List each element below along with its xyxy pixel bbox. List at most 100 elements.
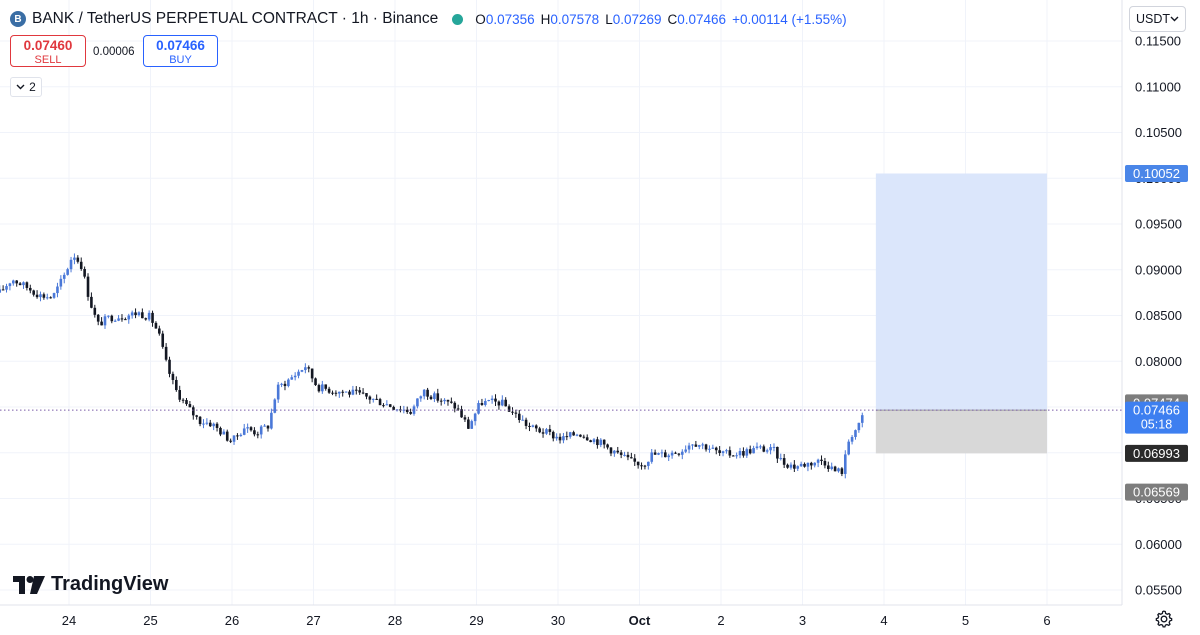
candle <box>453 401 457 413</box>
candle-body <box>419 396 423 399</box>
candle <box>568 431 572 439</box>
candle-body <box>161 333 165 347</box>
candle <box>219 426 222 437</box>
candle-body <box>568 432 572 437</box>
candle <box>443 398 446 405</box>
candle <box>623 451 626 457</box>
indicators-toggle-button[interactable]: 2 <box>10 77 42 97</box>
candle <box>141 308 144 319</box>
candle <box>137 311 141 317</box>
bank-coin-icon[interactable]: B <box>10 11 26 27</box>
candle <box>52 292 56 299</box>
symbol-title[interactable]: BANK / TetherUS PERPETUAL CONTRACT · 1h … <box>32 10 439 27</box>
candle-body <box>725 450 728 452</box>
buy-button[interactable]: 0.07466 BUY <box>143 35 218 67</box>
price-axis[interactable]: 0.115000.110000.105000.100000.095000.090… <box>1121 0 1182 605</box>
candle-body <box>263 425 266 427</box>
candle <box>273 398 277 414</box>
candle <box>1 285 5 291</box>
candle-body <box>497 401 501 406</box>
candle <box>589 439 592 443</box>
long-position-tool[interactable] <box>875 173 1047 454</box>
candle <box>18 282 22 286</box>
candle-body <box>32 290 35 295</box>
sell-button[interactable]: 0.07460 SELL <box>10 35 86 67</box>
candle <box>796 465 800 471</box>
change-value: +0.00114 (+1.55%) <box>732 11 847 27</box>
candle-body <box>745 449 749 456</box>
candle-body <box>694 444 698 447</box>
candle <box>242 423 246 436</box>
candle-body <box>317 385 321 392</box>
candle <box>147 310 151 322</box>
candle-body <box>664 452 667 458</box>
price-label-text: 0.10052 <box>1133 166 1180 181</box>
candle-body <box>259 426 263 435</box>
candle <box>582 434 586 439</box>
candle-body <box>762 446 766 452</box>
candle-body <box>640 465 643 467</box>
candle <box>259 424 263 439</box>
candle <box>178 385 182 403</box>
candle <box>229 438 232 444</box>
candle-body <box>246 427 249 429</box>
candle <box>185 397 188 406</box>
candle-body <box>242 428 246 435</box>
candle <box>779 453 783 461</box>
candle-body <box>195 415 198 417</box>
candle-body <box>426 389 429 397</box>
tradingview-logo[interactable]: TradingView <box>13 573 168 596</box>
candle <box>850 435 854 445</box>
candle-body <box>820 459 823 461</box>
candle-body <box>212 423 215 427</box>
candle <box>334 390 338 397</box>
candle <box>416 398 419 409</box>
candle-body <box>755 446 759 449</box>
candle-body <box>239 434 243 437</box>
candle <box>124 317 127 321</box>
candle-body <box>708 448 711 450</box>
candle-body <box>385 404 389 406</box>
tradingview-logo-text: TradingView <box>51 573 169 595</box>
candle <box>354 386 358 395</box>
candle <box>436 388 440 403</box>
candle-body <box>93 307 97 315</box>
candle-body <box>647 461 650 466</box>
candle-body <box>582 436 586 438</box>
candle <box>667 453 671 462</box>
candle-body <box>711 447 715 449</box>
candle <box>860 412 864 428</box>
candle-body <box>799 463 803 467</box>
candle-body <box>314 378 317 386</box>
candle-body <box>307 367 311 369</box>
candle-body <box>823 460 827 466</box>
candle-body <box>484 401 487 405</box>
market-status-icon[interactable] <box>452 13 464 25</box>
candle-body <box>650 452 654 462</box>
candle-body <box>222 431 226 435</box>
currency-selector[interactable]: USDT <box>1129 6 1186 32</box>
candle-body <box>62 274 66 279</box>
chevron-down-icon <box>16 84 25 90</box>
candle-body <box>796 466 800 469</box>
candle-body <box>405 409 409 413</box>
target-zone[interactable] <box>875 173 1047 411</box>
candle <box>198 416 202 427</box>
price-label-text: 0.07466 <box>1133 403 1180 418</box>
candle <box>857 422 861 433</box>
stop-loss-zone[interactable] <box>875 410 1047 454</box>
candle-body <box>368 396 372 400</box>
gear-icon[interactable] <box>1155 610 1173 628</box>
time-axis[interactable]: 24 25 26 27 28 29 30 Oct 2 3 4 5 6 <box>0 604 1122 628</box>
candle-body <box>514 412 518 414</box>
candle <box>816 458 820 468</box>
candle-body <box>443 399 446 402</box>
buy-price: 0.07466 <box>156 38 205 53</box>
price-tick-label: 0.10500 <box>1135 125 1182 140</box>
candle-body <box>609 447 613 454</box>
candle-body <box>779 458 783 460</box>
candle-body <box>470 421 474 429</box>
time-tick-label: 28 <box>388 613 402 628</box>
candle <box>731 455 735 457</box>
